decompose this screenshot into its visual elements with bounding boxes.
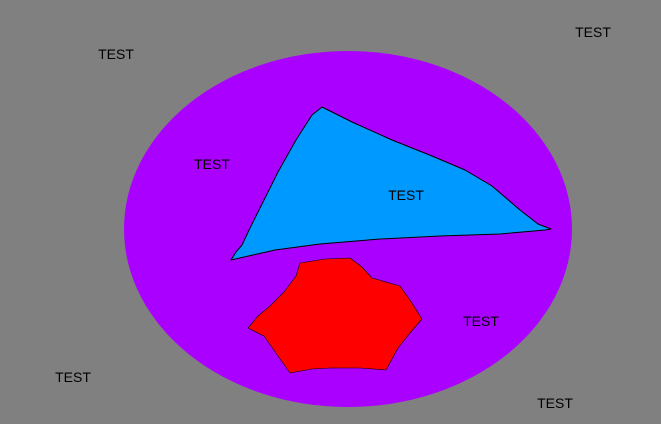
red-polygon <box>247 257 423 374</box>
label-top-right: TEST <box>575 24 611 40</box>
label-bottom-left: TEST <box>55 369 91 385</box>
label-ellipse-right: TEST <box>463 313 499 329</box>
blue-triangle <box>230 106 552 261</box>
label-bottom-right: TEST <box>537 395 573 411</box>
label-ellipse-left: TEST <box>194 156 230 172</box>
label-top-left: TEST <box>98 46 134 62</box>
label-triangle: TEST <box>388 187 424 203</box>
